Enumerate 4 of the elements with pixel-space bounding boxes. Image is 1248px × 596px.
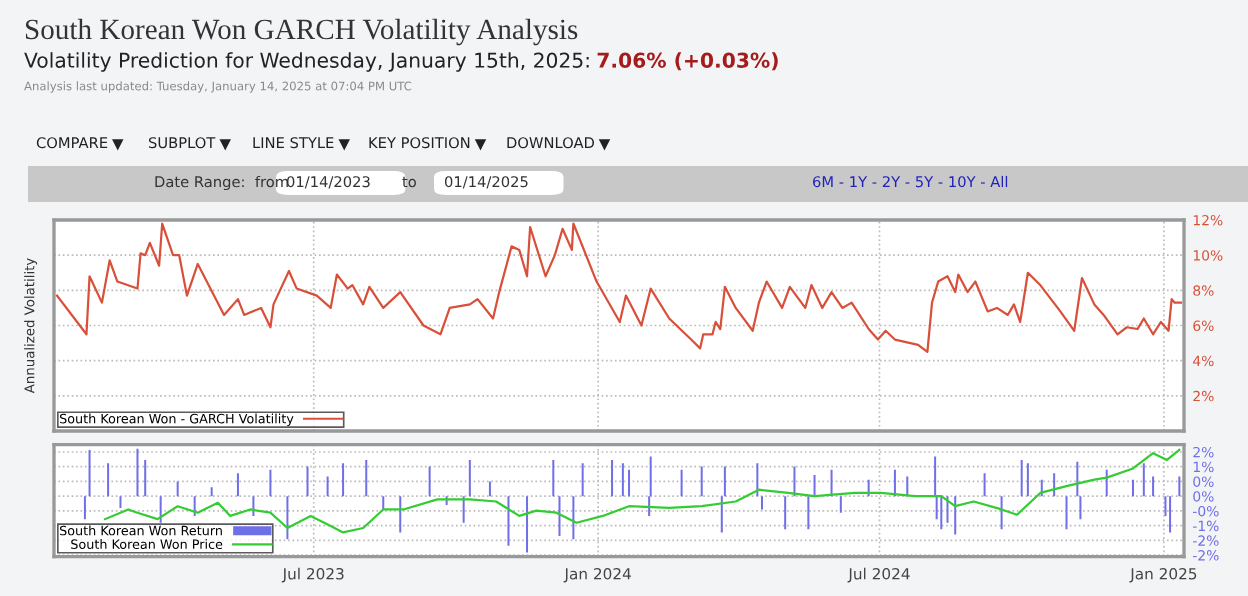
chart-subtitle: Volatility Prediction for Wednesday, January 15th, 2025: bbox=[24, 52, 589, 72]
text: 7.06% (+0.03%) bbox=[597, 52, 778, 71]
line-series bbox=[103, 448, 1181, 534]
chart-title: South Korean Won GARCH Volatility Analysis bbox=[25, 18, 578, 46]
